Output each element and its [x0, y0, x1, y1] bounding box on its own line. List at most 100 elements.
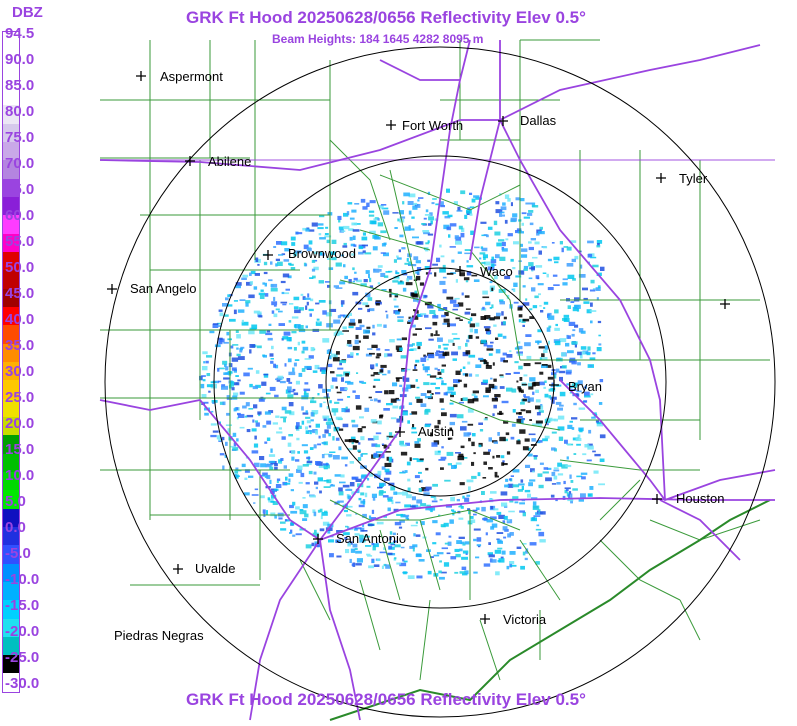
echo-pixel — [523, 374, 528, 377]
echo-pixel — [459, 504, 462, 506]
echo-pixel — [452, 510, 456, 513]
echo-pixel — [598, 343, 602, 346]
echo-pixel — [514, 361, 519, 364]
echo-pixel — [501, 502, 508, 507]
echo-pixel — [235, 285, 241, 289]
echo-pixel — [266, 329, 271, 333]
echo-pixel — [201, 375, 206, 377]
echo-pixel — [452, 513, 455, 516]
echo-pixel — [301, 395, 309, 400]
echo-pixel — [236, 334, 241, 339]
echo-pixel — [546, 327, 551, 332]
echo-pixel — [237, 413, 245, 418]
echo-pixel — [574, 324, 579, 328]
echo-pixel — [585, 351, 591, 354]
echo-pixel — [302, 497, 306, 499]
echo-pixel — [362, 523, 365, 527]
echo-pixel — [337, 367, 344, 370]
echo-pixel — [580, 472, 588, 475]
echo-pixel — [394, 227, 398, 229]
echo-pixel — [413, 256, 419, 260]
scale-color-segment — [3, 398, 19, 417]
echo-pixel — [480, 246, 484, 249]
echo-pixel — [568, 494, 571, 499]
echo-pixel — [389, 339, 395, 343]
echo-pixel — [390, 417, 397, 420]
echo-pixel — [435, 330, 438, 335]
echo-pixel — [248, 475, 254, 478]
echo-pixel — [388, 542, 395, 545]
scale-tick-label: 55.0 — [5, 233, 35, 250]
echo-pixel — [383, 516, 387, 518]
scale-tick-label: 5.0 — [5, 493, 26, 510]
echo-pixel — [495, 337, 499, 340]
echo-pixel — [464, 311, 471, 315]
echo-pixel — [452, 308, 458, 311]
echo-pixel — [443, 347, 448, 350]
echo-pixel — [538, 410, 544, 413]
echo-pixel — [507, 483, 514, 488]
echo-pixel — [553, 475, 558, 480]
echo-pixel — [290, 236, 296, 241]
echo-pixel — [335, 386, 338, 389]
echo-pixel — [433, 497, 437, 501]
echo-pixel — [556, 482, 561, 485]
echo-pixel — [397, 218, 400, 222]
echo-pixel — [253, 286, 258, 290]
echo-pixel — [422, 366, 430, 371]
echo-pixel — [530, 444, 537, 446]
echo-pixel — [354, 528, 358, 531]
echo-pixel — [350, 243, 355, 247]
scale-color-segment — [3, 581, 19, 601]
echo-pixel — [377, 420, 382, 425]
city-crosshair — [498, 116, 508, 126]
echo-pixel — [567, 424, 573, 429]
echo-pixel — [317, 321, 321, 324]
echo-pixel — [396, 492, 403, 495]
echo-pixel — [481, 491, 485, 495]
echo-pixel — [598, 402, 603, 405]
echo-pixel — [461, 227, 465, 232]
echo-pixel — [518, 416, 523, 419]
echo-pixel — [214, 344, 221, 348]
echo-pixel — [278, 323, 285, 326]
echo-pixel — [530, 517, 537, 522]
echo-pixel — [407, 478, 411, 482]
echo-pixel — [435, 377, 443, 380]
echo-pixel — [427, 390, 432, 394]
echo-pixel — [354, 203, 360, 205]
echo-pixel — [264, 441, 268, 444]
echo-pixel — [564, 487, 571, 490]
echo-pixel — [430, 220, 433, 225]
echo-pixel — [437, 371, 442, 375]
echo-pixel — [402, 287, 407, 292]
scale-unit-label: DBZ — [12, 4, 43, 21]
echo-pixel — [427, 304, 434, 309]
echo-pixel — [559, 404, 564, 407]
echo-pixel — [384, 349, 390, 351]
echo-pixel — [510, 217, 517, 222]
echo-pixel — [516, 228, 522, 232]
scale-tick-label: -15.0 — [5, 597, 40, 614]
echo-pixel — [261, 381, 267, 386]
echo-pixel — [302, 464, 309, 467]
echo-pixel — [285, 519, 290, 522]
echo-pixel — [265, 392, 271, 395]
echo-pixel — [493, 404, 497, 409]
echo-pixel — [532, 501, 537, 506]
echo-pixel — [351, 222, 357, 226]
echo-pixel — [404, 262, 410, 265]
echo-pixel — [415, 379, 418, 382]
echo-pixel — [383, 445, 390, 449]
echo-pixel — [538, 509, 541, 512]
echo-pixel — [295, 250, 302, 254]
echo-pixel — [259, 456, 265, 461]
echo-pixel — [449, 413, 457, 418]
echo-pixel — [524, 557, 528, 561]
echo-pixel — [381, 565, 384, 569]
echo-pixel — [311, 542, 314, 547]
echo-pixel — [328, 453, 333, 457]
echo-pixel — [393, 298, 397, 301]
echo-pixel — [465, 342, 468, 347]
